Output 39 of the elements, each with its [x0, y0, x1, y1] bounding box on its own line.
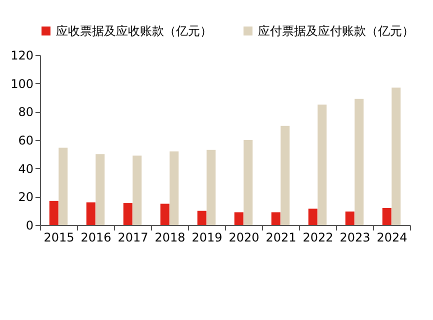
x-tick-label: 2023: [340, 230, 370, 244]
bar: [58, 148, 68, 225]
bar: [345, 212, 354, 225]
bar: [49, 200, 58, 225]
legend-label: 应付票据及应付账款（亿元）: [258, 24, 414, 38]
bar: [280, 126, 290, 225]
y-tick-label: 0: [26, 218, 34, 232]
bar: [234, 212, 244, 225]
bar: [392, 88, 401, 225]
bar: [244, 140, 253, 225]
bar: [318, 104, 327, 225]
y-tick-label: 60: [18, 134, 34, 148]
bar: [308, 208, 318, 225]
bar: [160, 204, 170, 225]
x-tick-label: 2015: [44, 230, 74, 244]
bar: [123, 203, 132, 225]
bar: [354, 98, 364, 225]
y-tick-label: 20: [18, 190, 34, 204]
x-tick-label: 2021: [266, 230, 296, 244]
x-tick-label: 2022: [302, 230, 334, 244]
x-tick-label: 2019: [192, 230, 222, 244]
bar: [197, 210, 206, 225]
bar: [382, 208, 392, 225]
x-tick-label: 2016: [80, 230, 112, 244]
y-tick-label: 100: [10, 76, 34, 91]
x-tick-label: 2017: [118, 230, 148, 244]
y-tick-label: 40: [18, 162, 34, 176]
y-tick-label: 120: [10, 48, 34, 62]
bar: [206, 150, 216, 225]
legend-label: 应收票据及应收账款（亿元）: [56, 24, 212, 38]
bar: [132, 156, 142, 225]
y-tick-label: 80: [18, 105, 34, 120]
bar: [170, 151, 179, 225]
bar: [96, 154, 105, 225]
x-tick-label: 2018: [154, 230, 186, 244]
bar: [271, 212, 280, 225]
x-tick-label: 2020: [228, 230, 260, 244]
bar: [86, 202, 96, 225]
x-tick-label: 2024: [376, 230, 408, 244]
